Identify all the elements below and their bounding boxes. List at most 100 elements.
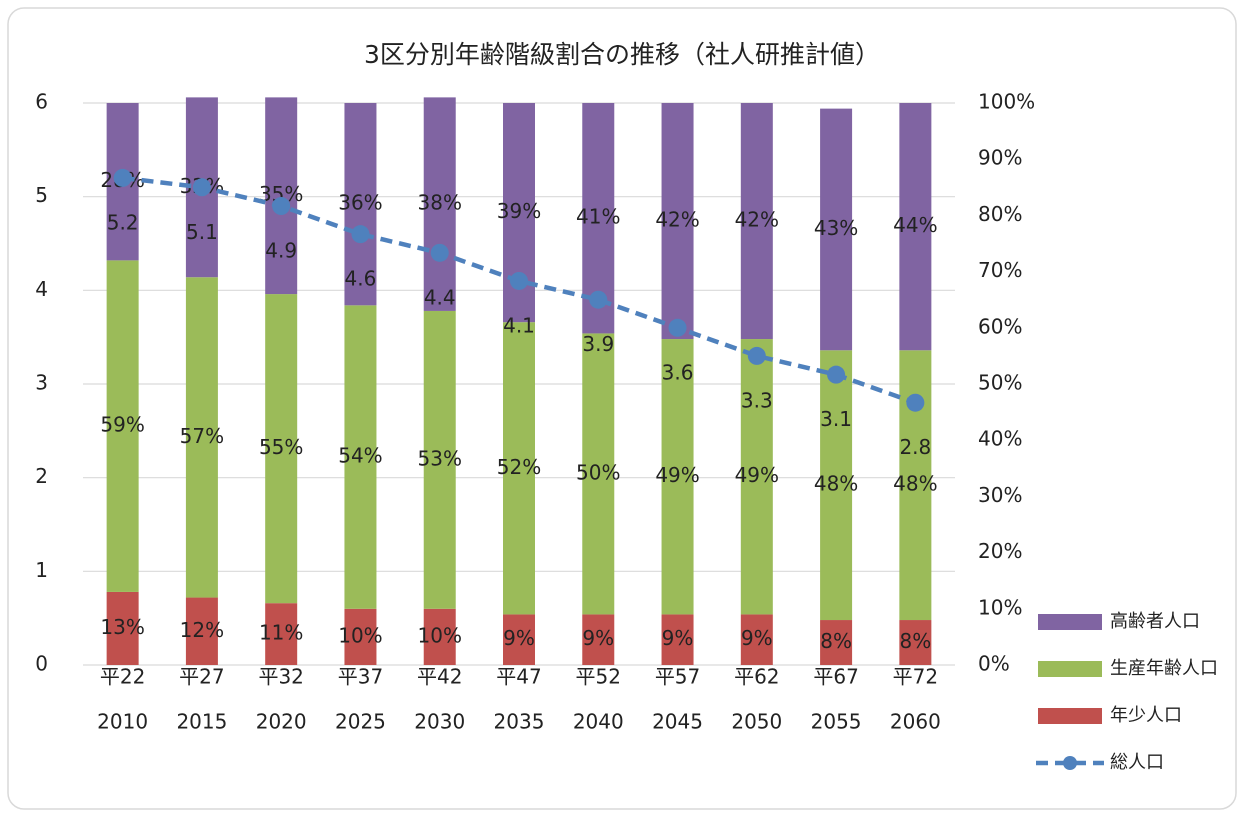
legend-swatch (1038, 708, 1102, 724)
y-tick-label: 3 (35, 371, 48, 395)
bar-segment (899, 620, 932, 665)
y2-tick-label: 80% (978, 202, 1022, 226)
chart-title: 3区分別年齢階級割合の推移（社人研推計値） (364, 40, 880, 69)
data-label: 50% (576, 460, 620, 484)
bar-segment (503, 614, 535, 665)
data-label: 8% (899, 629, 931, 653)
data-label: 5.2 (107, 210, 139, 234)
x-tick-label: 平57 (655, 665, 700, 689)
y2-tick-label: 70% (978, 258, 1022, 282)
y-tick-label: 1 (35, 558, 48, 582)
bar-segment (582, 333, 615, 615)
x-tick-label: 平37 (338, 665, 383, 689)
line-marker (827, 365, 846, 384)
data-label: 10% (418, 623, 462, 647)
line-marker (668, 318, 687, 337)
y2-tick-label: 50% (978, 371, 1022, 395)
data-label: 2.8 (899, 435, 931, 459)
legend-marker (1063, 756, 1077, 770)
line-marker (272, 197, 291, 216)
data-label: 3.9 (582, 332, 614, 356)
bar-segment (820, 108, 853, 351)
y-tick-label: 2 (35, 464, 48, 488)
bar-segment (185, 277, 218, 598)
x-tick-label: 2050 (731, 710, 782, 734)
bar-segment (740, 103, 773, 340)
data-label: 9% (582, 626, 614, 650)
legend-swatch (1038, 661, 1102, 677)
data-label: 4.1 (503, 313, 535, 337)
data-label: 49% (655, 463, 699, 487)
y2-tick-label: 40% (978, 427, 1022, 451)
bar-segment (423, 97, 456, 311)
y2-tick-label: 20% (978, 539, 1022, 563)
data-label: 3.6 (662, 360, 694, 384)
y2-tick-label: 100% (978, 90, 1035, 114)
line-marker (430, 243, 449, 262)
data-label: 41% (576, 205, 620, 229)
bar-segment (820, 620, 853, 665)
data-label: 54% (338, 444, 382, 468)
data-label: 48% (814, 472, 858, 496)
bar-segment (661, 614, 694, 665)
data-label: 9% (662, 626, 694, 650)
bar-segment (899, 103, 932, 351)
x-tick-label: 2055 (811, 710, 862, 734)
bar-segment (344, 305, 377, 609)
y-tick-label: 4 (35, 277, 48, 301)
data-label: 55% (259, 435, 303, 459)
y2-tick-label: 0% (978, 652, 1010, 676)
line-marker (589, 290, 608, 309)
x-tick-label: 平67 (813, 665, 858, 689)
bar-segment (265, 603, 298, 665)
line-marker (192, 178, 211, 197)
y-tick-label: 6 (35, 90, 48, 114)
x-tick-label: 2035 (494, 710, 545, 734)
x-tick-label: 2010 (97, 710, 148, 734)
y2-tick-label: 30% (978, 483, 1022, 507)
data-label: 48% (893, 472, 937, 496)
x-tick-label: 2060 (890, 710, 941, 734)
bar-segment (661, 339, 694, 615)
legend-label: 総人口 (1110, 752, 1164, 773)
line-marker (906, 393, 925, 412)
y-tick-label: 5 (35, 183, 48, 207)
y-tick-label: 0 (35, 652, 48, 676)
x-tick-label: 2045 (652, 710, 703, 734)
x-tick-label: 平42 (417, 665, 462, 689)
bar-segment (265, 294, 298, 604)
data-label: 38% (418, 191, 462, 215)
y2-tick-label: 10% (978, 595, 1022, 619)
bar-segment (423, 310, 456, 609)
bar-segment (344, 103, 377, 306)
line-marker (510, 271, 528, 290)
bar-segment (820, 350, 853, 621)
bar-segment (185, 597, 218, 665)
data-label: 13% (100, 615, 144, 639)
data-label: 4.4 (424, 285, 456, 309)
bar-segment (344, 608, 377, 665)
legend-swatch (1038, 614, 1102, 630)
data-label: 9% (741, 626, 773, 650)
data-label: 53% (418, 446, 462, 470)
data-label: 42% (735, 208, 779, 232)
legend-label: 年少人口 (1110, 705, 1182, 726)
data-label: 42% (655, 208, 699, 232)
data-label: 57% (180, 424, 224, 448)
x-tick-label: 2030 (414, 710, 465, 734)
data-label: 49% (735, 463, 779, 487)
x-tick-label: 2020 (256, 710, 307, 734)
x-tick-label: 平52 (576, 665, 621, 689)
x-tick-label: 平72 (893, 665, 938, 689)
x-tick-label: 平32 (258, 665, 303, 689)
data-label: 3.3 (741, 388, 773, 412)
bar-segment (106, 591, 139, 665)
x-tick-label: 2040 (573, 710, 624, 734)
y2-tick-label: 90% (978, 146, 1022, 170)
x-tick-label: 2025 (335, 710, 386, 734)
bar-segment (265, 97, 298, 295)
data-label: 52% (497, 455, 541, 479)
data-label: 12% (180, 618, 224, 642)
data-label: 3.1 (820, 407, 852, 431)
